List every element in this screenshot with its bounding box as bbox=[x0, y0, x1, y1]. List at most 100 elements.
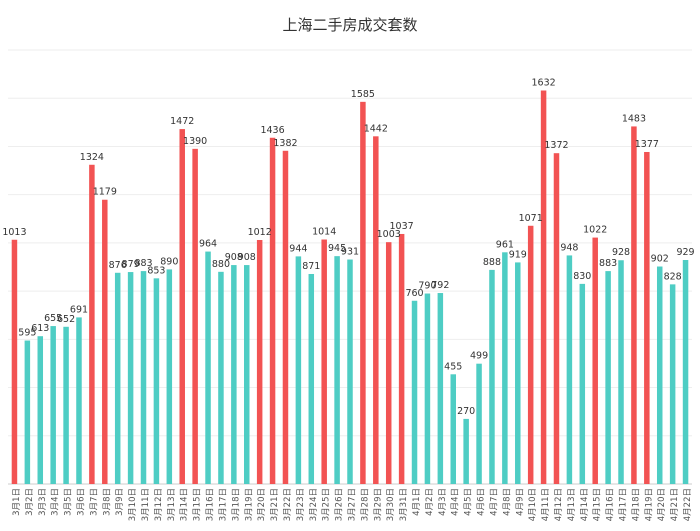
x-tick-label: 4月8日 bbox=[502, 488, 512, 516]
data-label: 652 bbox=[57, 314, 75, 325]
x-tick-label: 3月4日 bbox=[51, 488, 61, 516]
data-label: 944 bbox=[289, 243, 307, 254]
data-label: 902 bbox=[651, 254, 669, 265]
x-tick-label: 3月22日 bbox=[283, 488, 293, 521]
x-tick-label: 3月5日 bbox=[64, 488, 74, 516]
bar bbox=[463, 418, 469, 484]
data-label: 880 bbox=[212, 259, 230, 270]
x-tick-label: 4月2日 bbox=[425, 488, 435, 516]
x-tick-label: 3月3日 bbox=[38, 488, 48, 516]
bar bbox=[437, 293, 444, 484]
bar bbox=[76, 317, 82, 484]
data-label: 1472 bbox=[170, 116, 194, 127]
x-tick-label: 4月5日 bbox=[464, 488, 474, 516]
x-tick-label: 4月20日 bbox=[657, 488, 667, 521]
x-tick-label: 3月20日 bbox=[257, 488, 267, 521]
data-label: 499 bbox=[470, 351, 488, 362]
data-label: 879 bbox=[122, 259, 140, 270]
bar bbox=[450, 374, 456, 484]
data-label: 853 bbox=[147, 265, 165, 276]
x-tick-label: 3月19日 bbox=[244, 488, 254, 521]
data-label: 1390 bbox=[183, 136, 207, 147]
bar bbox=[592, 237, 598, 484]
data-label: 876 bbox=[109, 260, 127, 271]
x-tick-label: 4月1日 bbox=[412, 488, 422, 516]
bar bbox=[166, 269, 173, 484]
bar bbox=[24, 340, 31, 484]
x-tick-label: 4月13日 bbox=[567, 488, 577, 521]
data-label: 908 bbox=[225, 252, 243, 263]
data-label: 790 bbox=[418, 281, 436, 292]
x-tick-label: 4月19日 bbox=[644, 488, 654, 521]
x-tick-label: 3月7日 bbox=[89, 488, 99, 516]
bar bbox=[218, 271, 224, 484]
data-label: 655 bbox=[44, 313, 62, 324]
bar bbox=[153, 278, 160, 484]
x-tick-label: 3月25日 bbox=[322, 488, 332, 521]
bar bbox=[37, 336, 44, 484]
data-label: 883 bbox=[134, 258, 152, 269]
data-label: 888 bbox=[483, 257, 501, 268]
bar bbox=[256, 239, 263, 484]
bar bbox=[308, 273, 315, 484]
data-label: 1632 bbox=[531, 78, 555, 89]
data-labels: 1013595613655652691132411798768798838538… bbox=[2, 78, 694, 417]
x-tick-label: 3月28日 bbox=[360, 488, 370, 521]
x-tick-label: 3月1日 bbox=[12, 488, 22, 516]
data-label: 945 bbox=[328, 243, 346, 254]
x-tick-label: 3月8日 bbox=[102, 488, 112, 516]
data-label: 1071 bbox=[519, 213, 543, 224]
bar bbox=[669, 284, 676, 484]
bar bbox=[502, 252, 508, 484]
x-tick-label: 3月30日 bbox=[386, 488, 396, 521]
bar bbox=[682, 260, 689, 484]
bar bbox=[540, 90, 547, 485]
data-label: 1442 bbox=[364, 123, 388, 134]
data-label: 919 bbox=[509, 249, 527, 260]
data-label: 1179 bbox=[93, 187, 117, 198]
data-label: 1382 bbox=[273, 138, 297, 149]
bar bbox=[140, 271, 147, 484]
bar bbox=[360, 101, 366, 484]
x-tick-label: 4月6日 bbox=[477, 488, 487, 516]
bar bbox=[553, 153, 560, 484]
data-label: 1324 bbox=[80, 152, 104, 163]
bar bbox=[127, 272, 134, 484]
data-label: 883 bbox=[599, 258, 617, 269]
data-label: 1003 bbox=[377, 229, 401, 240]
x-tick-label: 3月26日 bbox=[335, 488, 345, 521]
bar bbox=[618, 260, 624, 484]
bar bbox=[192, 148, 198, 484]
x-tick-label: 4月15日 bbox=[593, 488, 603, 521]
data-label: 1014 bbox=[312, 227, 336, 238]
x-tick-label: 3月9日 bbox=[115, 488, 125, 516]
bar bbox=[527, 225, 534, 484]
gridlines bbox=[8, 49, 692, 485]
x-tick-label: 4月17日 bbox=[619, 488, 629, 521]
bar bbox=[656, 266, 663, 484]
x-tick-label: 4月22日 bbox=[683, 488, 693, 521]
x-tick-label: 4月7日 bbox=[489, 488, 499, 516]
x-tick-label: 3月2日 bbox=[25, 488, 35, 516]
x-tick-label: 4月14日 bbox=[580, 488, 590, 521]
bar bbox=[489, 269, 495, 484]
x-tick-label: 4月9日 bbox=[515, 488, 525, 516]
x-tick-label: 4月21日 bbox=[670, 488, 680, 521]
x-tick-label: 4月10日 bbox=[528, 488, 538, 521]
bar bbox=[515, 262, 521, 484]
bar bbox=[385, 242, 392, 484]
x-tick-label: 4月11日 bbox=[541, 488, 551, 521]
bar bbox=[205, 251, 211, 484]
data-label: 595 bbox=[18, 328, 36, 339]
data-label: 964 bbox=[199, 239, 217, 250]
bar bbox=[295, 256, 302, 484]
data-label: 1037 bbox=[390, 221, 414, 232]
x-tick-label: 4月4日 bbox=[451, 488, 461, 516]
bar bbox=[11, 239, 18, 484]
x-tick-label: 3月12日 bbox=[154, 488, 164, 521]
data-label: 1377 bbox=[635, 139, 659, 150]
bar bbox=[269, 137, 276, 484]
x-tick-label: 3月10日 bbox=[128, 488, 138, 521]
x-tick-label: 3月17日 bbox=[218, 488, 228, 521]
